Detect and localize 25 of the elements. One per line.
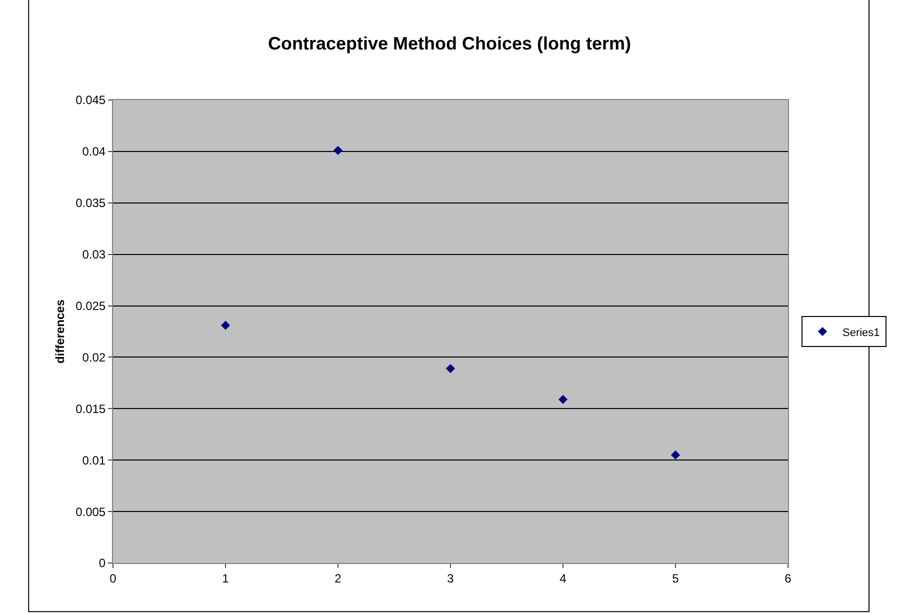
y-tick-label: 0.045 (76, 93, 106, 108)
x-tick-label: 2 (334, 571, 342, 586)
legend-label: Series1 (842, 326, 880, 339)
y-axis-title: differences (52, 299, 67, 364)
point (558, 394, 568, 404)
x-tick-label: 3 (447, 571, 454, 586)
x-tick-label: 6 (784, 571, 792, 586)
chart-title: Contraceptive Method Choices (long term) (268, 33, 632, 54)
point (670, 450, 680, 460)
y-tick-label: 0.04 (82, 144, 106, 159)
point (446, 364, 456, 374)
y-tick-label: 0.035 (76, 196, 106, 210)
x-tick-label: 5 (672, 571, 680, 586)
point (220, 320, 230, 330)
y-tick-label: 0.01 (82, 453, 106, 468)
point (333, 146, 343, 155)
y-tick-label: 0.015 (76, 402, 106, 416)
y-tick-label: 0 (98, 556, 106, 570)
x-tick-label: 4 (560, 571, 567, 586)
y-tick-label: 0.02 (82, 350, 106, 364)
x-tick-label: 0 (110, 571, 117, 586)
y-tick-label: 0.03 (82, 248, 106, 262)
x-tick-label: 1 (222, 571, 230, 586)
y-tick-label: 0.005 (76, 504, 106, 519)
y-tick-label: 0.025 (76, 298, 106, 313)
